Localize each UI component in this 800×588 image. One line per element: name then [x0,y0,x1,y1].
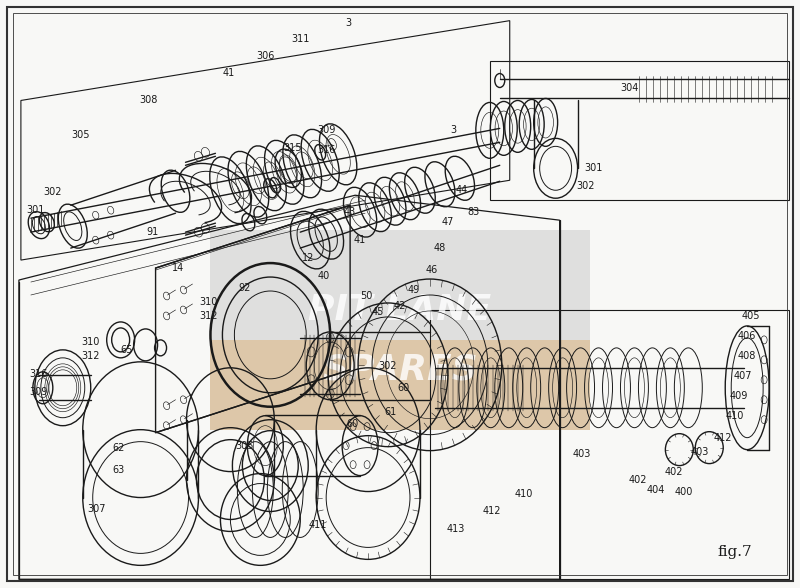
Text: 307: 307 [87,505,106,514]
Text: 302: 302 [43,187,62,197]
Bar [210,340,590,430]
Text: 63: 63 [113,465,125,475]
Text: 413: 413 [446,524,465,534]
Text: 411: 411 [309,520,327,530]
Text: 403: 403 [690,447,709,457]
Text: 91: 91 [146,227,158,237]
Text: 48: 48 [434,243,446,253]
Text: 46: 46 [426,265,438,275]
Text: 60: 60 [398,383,410,393]
Text: PIT LANE: PIT LANE [309,293,491,327]
Text: SPARES: SPARES [322,353,478,387]
Text: 14: 14 [172,263,185,273]
Text: 40: 40 [318,271,330,281]
Text: 60: 60 [346,419,358,429]
Text: 310: 310 [199,297,218,307]
Text: 410: 410 [514,489,533,499]
Text: 50: 50 [360,291,372,301]
Text: 308: 308 [139,95,158,105]
Text: 309: 309 [317,125,335,135]
Text: 316: 316 [317,145,335,155]
Text: 302: 302 [378,361,398,371]
Text: 62: 62 [113,443,125,453]
Text: 311: 311 [291,34,310,44]
Text: 12: 12 [302,253,314,263]
Text: 49: 49 [408,285,420,295]
Text: 407: 407 [734,371,753,381]
Text: 302: 302 [576,181,595,191]
Text: 304: 304 [620,83,638,93]
Text: 406: 406 [738,331,756,341]
Text: 403: 403 [572,449,590,459]
Text: fig.7: fig.7 [718,546,752,559]
Text: 312: 312 [82,351,100,361]
Text: 410: 410 [726,410,744,420]
Text: 47: 47 [442,217,454,227]
Text: 305: 305 [235,440,254,450]
Text: 61: 61 [384,407,396,417]
Text: 408: 408 [738,351,756,361]
Text: 400: 400 [674,486,693,496]
Text: 45: 45 [372,307,384,317]
Text: 3: 3 [345,18,351,28]
Text: 409: 409 [730,391,748,401]
Text: 44: 44 [456,185,468,195]
Text: 309: 309 [30,387,48,397]
Bar [210,230,590,340]
Text: 3: 3 [451,125,457,135]
Text: 405: 405 [742,311,761,321]
Text: 83: 83 [468,207,480,217]
Text: 404: 404 [646,485,665,495]
Text: 43: 43 [344,207,356,217]
Text: 306: 306 [256,51,274,61]
Text: 65: 65 [121,345,133,355]
Text: 301: 301 [584,163,602,173]
Text: 402: 402 [664,467,682,477]
Text: 412: 412 [482,506,501,516]
Text: 402: 402 [628,475,646,485]
Text: 316: 316 [30,369,48,379]
Text: 305: 305 [71,131,90,141]
Text: 41: 41 [222,68,234,78]
Text: 301: 301 [26,205,45,215]
Text: 412: 412 [714,433,733,443]
Text: 41: 41 [354,235,366,245]
Text: 310: 310 [82,337,100,347]
Text: 315: 315 [283,143,302,153]
Text: 92: 92 [238,283,250,293]
Text: 42: 42 [394,301,406,311]
Text: 312: 312 [199,311,218,321]
